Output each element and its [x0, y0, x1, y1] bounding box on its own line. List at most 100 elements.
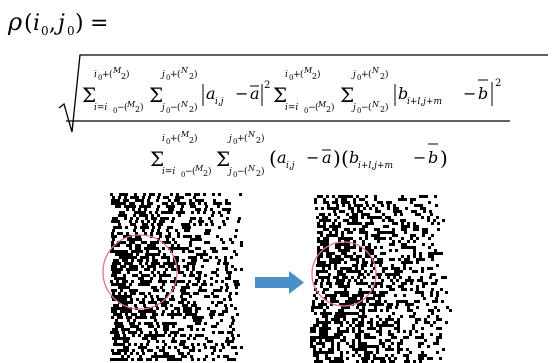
lhs-comma: ,: [49, 11, 56, 36]
sum-1-upper-rparen: ): [126, 69, 130, 80]
sum-4: Σ: [340, 83, 354, 107]
sum-3-lower: i=i: [285, 103, 298, 113]
formula-lhs: ρ ( i 0 , j 0 ) =: [7, 8, 108, 38]
sum-4-lower-minus: −: [361, 103, 369, 113]
lhs-i-sub: 0: [41, 24, 49, 38]
lhs-open-paren: (: [24, 11, 33, 36]
sum-6-lower-j: j: [227, 167, 232, 177]
sum-4-upper-two: 2: [380, 72, 385, 81]
sum-6-lower-N: N: [247, 164, 256, 173]
sum-6-lower-two: 2: [256, 169, 261, 178]
sum-1-lower-rparen: ): [140, 102, 144, 113]
sum-6-upper-two: 2: [256, 136, 261, 145]
sum-4-lower-j: j: [351, 103, 356, 113]
sum-5-upper-lparen: (: [177, 133, 181, 144]
den-b-subscript: i+l,j+m: [358, 161, 393, 171]
sum-3-upper-rparen: ): [317, 69, 321, 80]
sum-5-lower-zero: 0: [181, 171, 185, 179]
sum-2-lower-two: 2: [189, 105, 194, 114]
sum-3-upper-lparen: (: [300, 69, 304, 80]
speckle-figure: [102, 193, 452, 363]
sum-6: Σ: [216, 147, 230, 171]
sum-3-lower-zero: 0: [304, 107, 308, 115]
sum-2-upper-lparen: (: [177, 69, 181, 80]
sum-5-upper-M: M: [180, 130, 190, 139]
sum-5-lower-rparen: ): [208, 166, 212, 177]
sum-6-upper-zero: 0: [233, 138, 237, 146]
sum-3-upper-two: 2: [312, 72, 317, 81]
sum-5-upper-two: 2: [189, 136, 194, 145]
den-b-bar: b: [428, 148, 438, 167]
b-bar: b: [478, 84, 488, 103]
sum-6-lower-minus: −: [237, 167, 245, 177]
sum-2-lower-zero: 0: [166, 107, 170, 115]
sum-6-upper-lparen: (: [244, 133, 248, 144]
sum-2-lower-N: N: [180, 100, 189, 109]
abs-a-square: 2: [264, 80, 270, 91]
sum-2: Σ: [149, 83, 163, 107]
sum-2-upper-N: N: [180, 66, 189, 75]
sum-1-upper-i: i: [94, 70, 97, 80]
lhs-close-paren: ): [75, 11, 84, 36]
sum-5-upper-i: i: [162, 134, 165, 144]
sum-6-upper-rparen: ): [261, 133, 265, 144]
arrow-right-icon: [255, 271, 304, 294]
sum-4-upper-lparen: (: [368, 69, 372, 80]
sum-4-upper-plus: +: [361, 70, 369, 80]
sum-2-upper-two: 2: [189, 72, 194, 81]
sum-1-lower: i=i: [94, 103, 107, 113]
paren-b-open: (: [341, 146, 349, 170]
sum-3-lower-two: 2: [326, 105, 331, 114]
a-term: a: [206, 84, 216, 103]
sum-5: Σ: [150, 147, 164, 171]
sum-4-lower-lparen: (: [368, 102, 372, 113]
sum-5-upper-plus: +: [170, 134, 178, 144]
sum-4-upper-rparen: ): [385, 69, 389, 80]
lhs-i: i: [33, 11, 40, 36]
sum-2-upper-zero: 0: [166, 74, 170, 82]
sum-5-lower-M: M: [194, 164, 204, 173]
sum-3-lower-lparen: (: [315, 102, 319, 113]
sqrt-sign: [58, 54, 548, 133]
den-a-bar: a: [322, 148, 332, 167]
sum-3-lower-rparen: ): [331, 102, 335, 113]
sum-2-upper-plus: +: [170, 70, 178, 80]
paren-a-open: (: [269, 146, 277, 170]
sum-1-lower-zero: 0: [113, 107, 117, 115]
sum-6-lower-zero: 0: [233, 171, 237, 179]
sum-6-lower-lparen: (: [244, 166, 248, 177]
left-subset-circle: [102, 234, 178, 310]
sum-3: Σ: [273, 83, 287, 107]
sum-1-upper-plus: +: [102, 70, 110, 80]
sum-4-upper-zero: 0: [357, 74, 361, 82]
sum-4-lower-rparen: ): [385, 102, 389, 113]
den-a-term: a: [277, 148, 287, 167]
abs-b-square: 2: [495, 78, 501, 89]
sum-3-upper-i: i: [285, 70, 288, 80]
sum-1-upper-lparen: (: [109, 69, 113, 80]
sum-1-upper-two: 2: [121, 72, 126, 81]
sum-4-upper-j: j: [351, 70, 356, 80]
sum-2-lower-minus: −: [170, 103, 178, 113]
sum-5-lower: i=i: [162, 167, 175, 177]
sum-5-lower-lparen: (: [192, 166, 196, 177]
den-b-minus: −: [413, 148, 426, 167]
sum-2-upper-rparen: ): [194, 69, 198, 80]
sum-5-upper-rparen: ): [194, 133, 198, 144]
sum-1-lower-two: 2: [135, 105, 140, 114]
sum-4-lower-zero: 0: [357, 107, 361, 115]
rho-symbol: ρ: [7, 8, 22, 36]
right-speckle-image: [310, 195, 452, 363]
paren-a-close: ): [333, 146, 341, 170]
sum-2-lower-j: j: [160, 103, 165, 113]
den-a-minus: −: [306, 148, 319, 167]
sum-5-lower-two: 2: [203, 169, 208, 178]
den-b-term: b: [349, 148, 359, 167]
sum-1-upper-zero: 0: [98, 74, 102, 82]
sum-4-upper-N: N: [371, 66, 380, 75]
sum-3-upper-plus: +: [293, 70, 301, 80]
sum-6-upper-plus: +: [237, 134, 245, 144]
sum-6-upper-j: j: [227, 134, 232, 144]
sum-3-upper-zero: 0: [289, 74, 293, 82]
sum-5-lower-minus: −: [185, 167, 193, 177]
